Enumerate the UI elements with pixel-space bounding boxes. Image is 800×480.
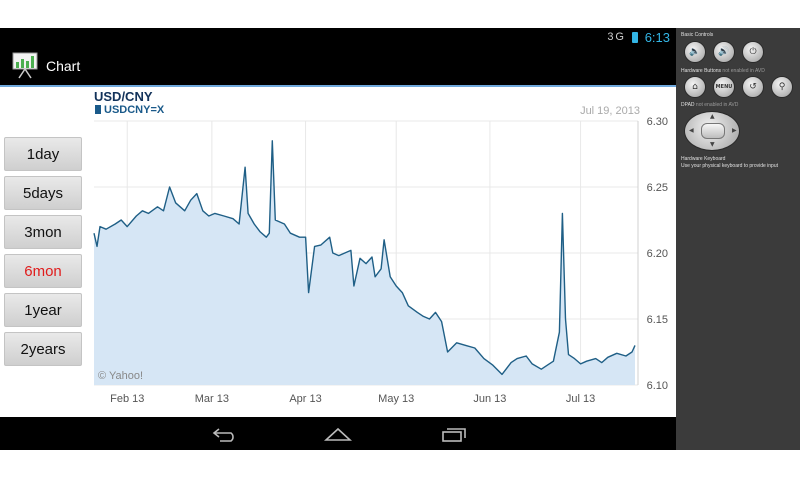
volume-down-icon: 🔈 <box>689 47 701 57</box>
dpad-right-icon: ▶ <box>732 127 737 134</box>
emulator-controls-panel: Basic Controls 🔈 🔊 ⏻ Hardware Buttons no… <box>676 28 800 450</box>
dpad-title: DPAD <box>681 102 695 108</box>
emu-back-button[interactable]: ↺ <box>742 76 764 98</box>
x-tick-label: Apr 13 <box>289 393 321 405</box>
battery-icon <box>632 32 638 43</box>
undo-arrow-icon: ↺ <box>749 82 757 92</box>
x-tick-label: Feb 13 <box>110 393 144 405</box>
keyboard-hint: Use your physical keyboard to provide in… <box>681 163 778 169</box>
dpad-control[interactable]: ▲ ▼ ◀ ▶ <box>684 111 740 151</box>
series-line <box>93 140 636 376</box>
range-button-6mon[interactable]: 6mon <box>4 254 82 288</box>
emu-search-button[interactable]: ⚲ <box>771 76 793 98</box>
hardware-buttons-title: Hardware Buttons <box>681 68 722 74</box>
x-tick-label: May 13 <box>378 393 414 405</box>
recents-icon[interactable] <box>440 425 468 443</box>
chart: 6.30 6.25 6.20 6.15 6.10 Feb 13 Mar 13 Apr 13 Ma… <box>93 89 668 405</box>
action-bar: Chart <box>0 48 676 85</box>
volume-up-icon: 🔊 <box>718 47 730 57</box>
legend-swatch <box>95 105 101 114</box>
hardware-buttons-label: Hardware Buttons not enabled in AVD <box>681 68 765 74</box>
chart-title: USD/CNY <box>94 89 153 104</box>
y-tick-label: 6.15 <box>647 314 668 326</box>
dpad-down-icon: ▼ <box>710 141 715 148</box>
dpad-up-icon: ▲ <box>710 113 715 120</box>
search-icon: ⚲ <box>778 82 786 92</box>
emu-home-button[interactable]: ⌂ <box>684 76 706 98</box>
chart-date: Jul 19, 2013 <box>580 105 640 117</box>
axis-ticks: 6.30 6.25 6.20 6.15 6.10 Feb 13 Mar 13 Apr 13 Ma… <box>110 116 668 405</box>
range-button-1day[interactable]: 1day <box>4 137 82 171</box>
y-tick-label: 6.20 <box>647 248 668 260</box>
dpad-left-icon: ◀ <box>689 127 694 134</box>
dpad-center-button[interactable] <box>701 123 725 139</box>
x-tick-label: Jun 13 <box>473 393 506 405</box>
volume-up-button[interactable]: 🔊 <box>713 41 735 63</box>
house-icon: ⌂ <box>692 82 698 92</box>
basic-controls-label: Basic Controls <box>681 32 714 38</box>
y-tick-label: 6.10 <box>647 380 668 392</box>
range-button-5days[interactable]: 5days <box>4 176 82 210</box>
action-bar-divider <box>0 85 676 87</box>
range-button-2years[interactable]: 2years <box>4 332 82 366</box>
status-bar: 3G 6:13 <box>0 28 676 48</box>
range-button-3mon[interactable]: 3mon <box>4 215 82 249</box>
dpad-note: not enabled in AVD <box>695 102 739 108</box>
y-tick-label: 6.25 <box>647 182 668 194</box>
signal-icon: 3G <box>607 31 626 43</box>
volume-down-button[interactable]: 🔈 <box>684 41 706 63</box>
chart-icon[interactable] <box>10 50 40 80</box>
home-icon[interactable] <box>324 425 352 443</box>
status-time: 6:13 <box>644 30 670 45</box>
app-title: Chart <box>46 58 81 74</box>
dpad-label: DPAD not enabled in AVD <box>681 102 738 108</box>
back-icon[interactable] <box>212 425 238 443</box>
range-button-1year[interactable]: 1year <box>4 293 82 327</box>
navigation-bar <box>0 417 676 450</box>
power-button[interactable]: ⏻ <box>742 41 764 63</box>
legend-symbol: USDCNY=X <box>104 104 165 116</box>
power-icon: ⏻ <box>749 47 757 57</box>
y-tick-label: 6.30 <box>647 116 668 128</box>
menu-button[interactable]: MENU <box>713 76 735 98</box>
hardware-buttons-note: not enabled in AVD <box>722 68 765 74</box>
hardware-keyboard-label: Hardware Keyboard <box>681 156 726 162</box>
menu-button-label: MENU <box>715 84 733 90</box>
x-tick-label: Mar 13 <box>195 393 229 405</box>
x-tick-label: Jul 13 <box>566 393 595 405</box>
watermark: © Yahoo! <box>98 370 143 382</box>
